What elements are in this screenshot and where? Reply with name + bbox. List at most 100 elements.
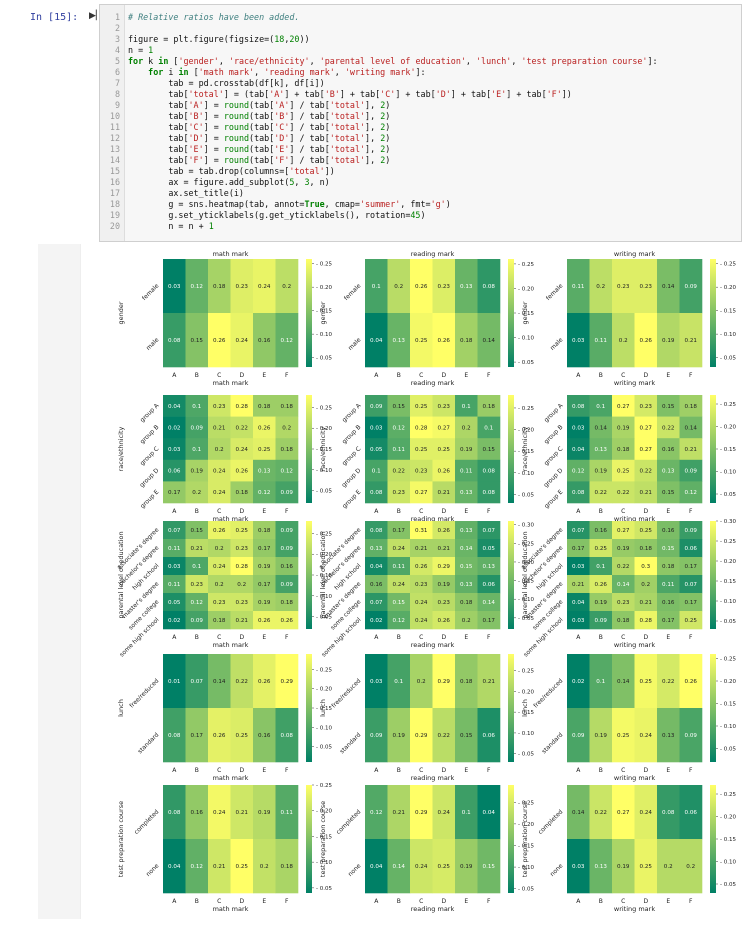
heatmap-cell <box>163 438 186 461</box>
cell-value: 0.2 <box>394 284 403 290</box>
colorbar-tick-label: - 0.15 <box>316 309 332 315</box>
heatmap-cell <box>230 481 254 504</box>
heatmap-cell <box>567 557 590 576</box>
heatmap-cell <box>275 539 299 558</box>
cell-value: 0.18 <box>483 404 496 410</box>
cell-value: 0.22 <box>236 679 248 685</box>
cell-value: 0.25 <box>415 338 428 344</box>
x-tick-label: B <box>599 634 603 641</box>
heatmap-cell <box>365 416 388 439</box>
cell-value: 0.03 <box>572 338 585 344</box>
cell-value: 0.24 <box>415 618 428 624</box>
heatmap-cell <box>410 438 433 461</box>
run-cell-icon[interactable]: ▶▏ <box>89 11 103 21</box>
heatmap-cell <box>477 611 501 630</box>
heatmap-cell <box>612 481 635 504</box>
cell-value: 0.23 <box>415 582 428 588</box>
colorbar-tick-label: - 0.10 <box>316 725 332 731</box>
output-prompt-area <box>38 244 80 919</box>
line-number: 14 <box>109 155 120 165</box>
heatmap-cell <box>657 259 680 314</box>
cell-value: 0.21 <box>640 490 653 496</box>
heatmap-panel: 0.07 0.15 0.26 0.25 0.18 0.09 0.11 0.21 0.2 0.23 0… <box>116 521 332 659</box>
panel-title: math mark <box>213 250 249 258</box>
cell-value: 0.16 <box>258 338 271 344</box>
heatmap-cell <box>275 708 299 763</box>
output-divider <box>80 244 81 919</box>
cell-value: 0.23 <box>236 284 249 290</box>
cell-value: 0.09 <box>370 404 383 410</box>
heatmap-panel: 0.08 0.16 0.24 0.21 0.19 0.11 0.04 0.12 0.21 0.25… <box>117 783 332 913</box>
heatmap-cell <box>634 539 658 558</box>
heatmap-cell <box>634 521 658 540</box>
cell-value: 0.2 <box>260 864 269 870</box>
heatmap-cell <box>275 313 299 368</box>
x-tick-label: C <box>419 767 423 774</box>
heatmap-cell <box>634 459 658 482</box>
colorbar-tick-label: - 0.15 <box>720 447 736 453</box>
x-tick-label: B <box>397 508 401 515</box>
cell-value: 0.17 <box>483 618 496 624</box>
cell-value: 0.19 <box>460 447 473 453</box>
heatmap-cell <box>208 708 231 763</box>
cell-value: 0.1 <box>596 404 605 410</box>
cell-value: 0.13 <box>662 733 675 739</box>
x-tick-label: E <box>464 372 468 379</box>
heatmap-cell <box>275 557 299 576</box>
colorbar-tick-label: - 0.10 <box>518 336 534 342</box>
cell-value: 0.21 <box>415 546 428 552</box>
cell-value: 0.12 <box>191 600 203 606</box>
heatmap-cell <box>163 708 186 763</box>
heatmap-cell <box>567 539 590 558</box>
cell-value: 0.2 <box>192 490 201 496</box>
heatmap-cell <box>612 521 635 540</box>
cell-value: 0.2 <box>596 284 605 290</box>
colorbar-tick-label: - 0.10 <box>316 860 332 866</box>
cell-value: 0.15 <box>393 404 406 410</box>
heatmap-cell <box>432 259 456 314</box>
x-tick-label: E <box>666 634 670 641</box>
x-tick-label: A <box>172 634 177 641</box>
cell-value: 0.21 <box>393 810 406 816</box>
x-tick-label: E <box>666 372 670 379</box>
y-tick-label: group C <box>139 445 161 467</box>
cell-value: 0.04 <box>572 600 585 606</box>
heatmap-cell <box>567 459 590 482</box>
x-tick-label: D <box>441 372 446 379</box>
cell-value: 0.18 <box>617 447 630 453</box>
colorbar <box>710 259 716 367</box>
y-axis-label: gender <box>319 301 327 324</box>
cell-value: 0.14 <box>483 338 496 344</box>
cell-value: 0.24 <box>640 810 653 816</box>
cell-value: 0.29 <box>415 810 428 816</box>
heatmap-cell <box>230 611 254 630</box>
code-cell[interactable]: 1 # Relative ratios have been added. 2 3 fig… <box>99 4 742 242</box>
heatmap-cell <box>185 416 209 439</box>
code-text: for k in ['gender', 'race/ethnicity', 'p… <box>128 56 658 66</box>
colorbar-tick-label: - 0.20 <box>316 809 332 815</box>
heatmap-cell <box>589 593 613 612</box>
cell-value: 0.26 <box>415 284 428 290</box>
y-tick-label: female <box>343 282 363 302</box>
x-tick-label: E <box>262 372 266 379</box>
x-tick-label: B <box>195 634 199 641</box>
colorbar-tick-label: - 0.10 <box>720 599 736 605</box>
cell-value: 0.28 <box>640 618 653 624</box>
heatmap-cell <box>679 416 703 439</box>
cell-value: 0.18 <box>236 490 249 496</box>
heatmap-cell <box>679 395 703 417</box>
colorbar-tick-label: - 0.15 <box>518 449 534 455</box>
cell-value: 0.21 <box>438 490 451 496</box>
heatmap-cell <box>477 459 501 482</box>
cell-value: 0.23 <box>236 546 249 552</box>
cell-value: 0.2 <box>619 338 628 344</box>
heatmap-cell <box>432 593 456 612</box>
heatmap-cell <box>208 313 231 368</box>
heatmap-cell <box>253 481 276 504</box>
heatmap-cell <box>208 259 231 314</box>
heatmap-cell <box>253 521 276 540</box>
heatmap-cell <box>612 459 635 482</box>
cell-value: 0.18 <box>258 528 271 534</box>
heatmap-cell <box>612 395 635 417</box>
heatmap-cell <box>567 575 590 594</box>
